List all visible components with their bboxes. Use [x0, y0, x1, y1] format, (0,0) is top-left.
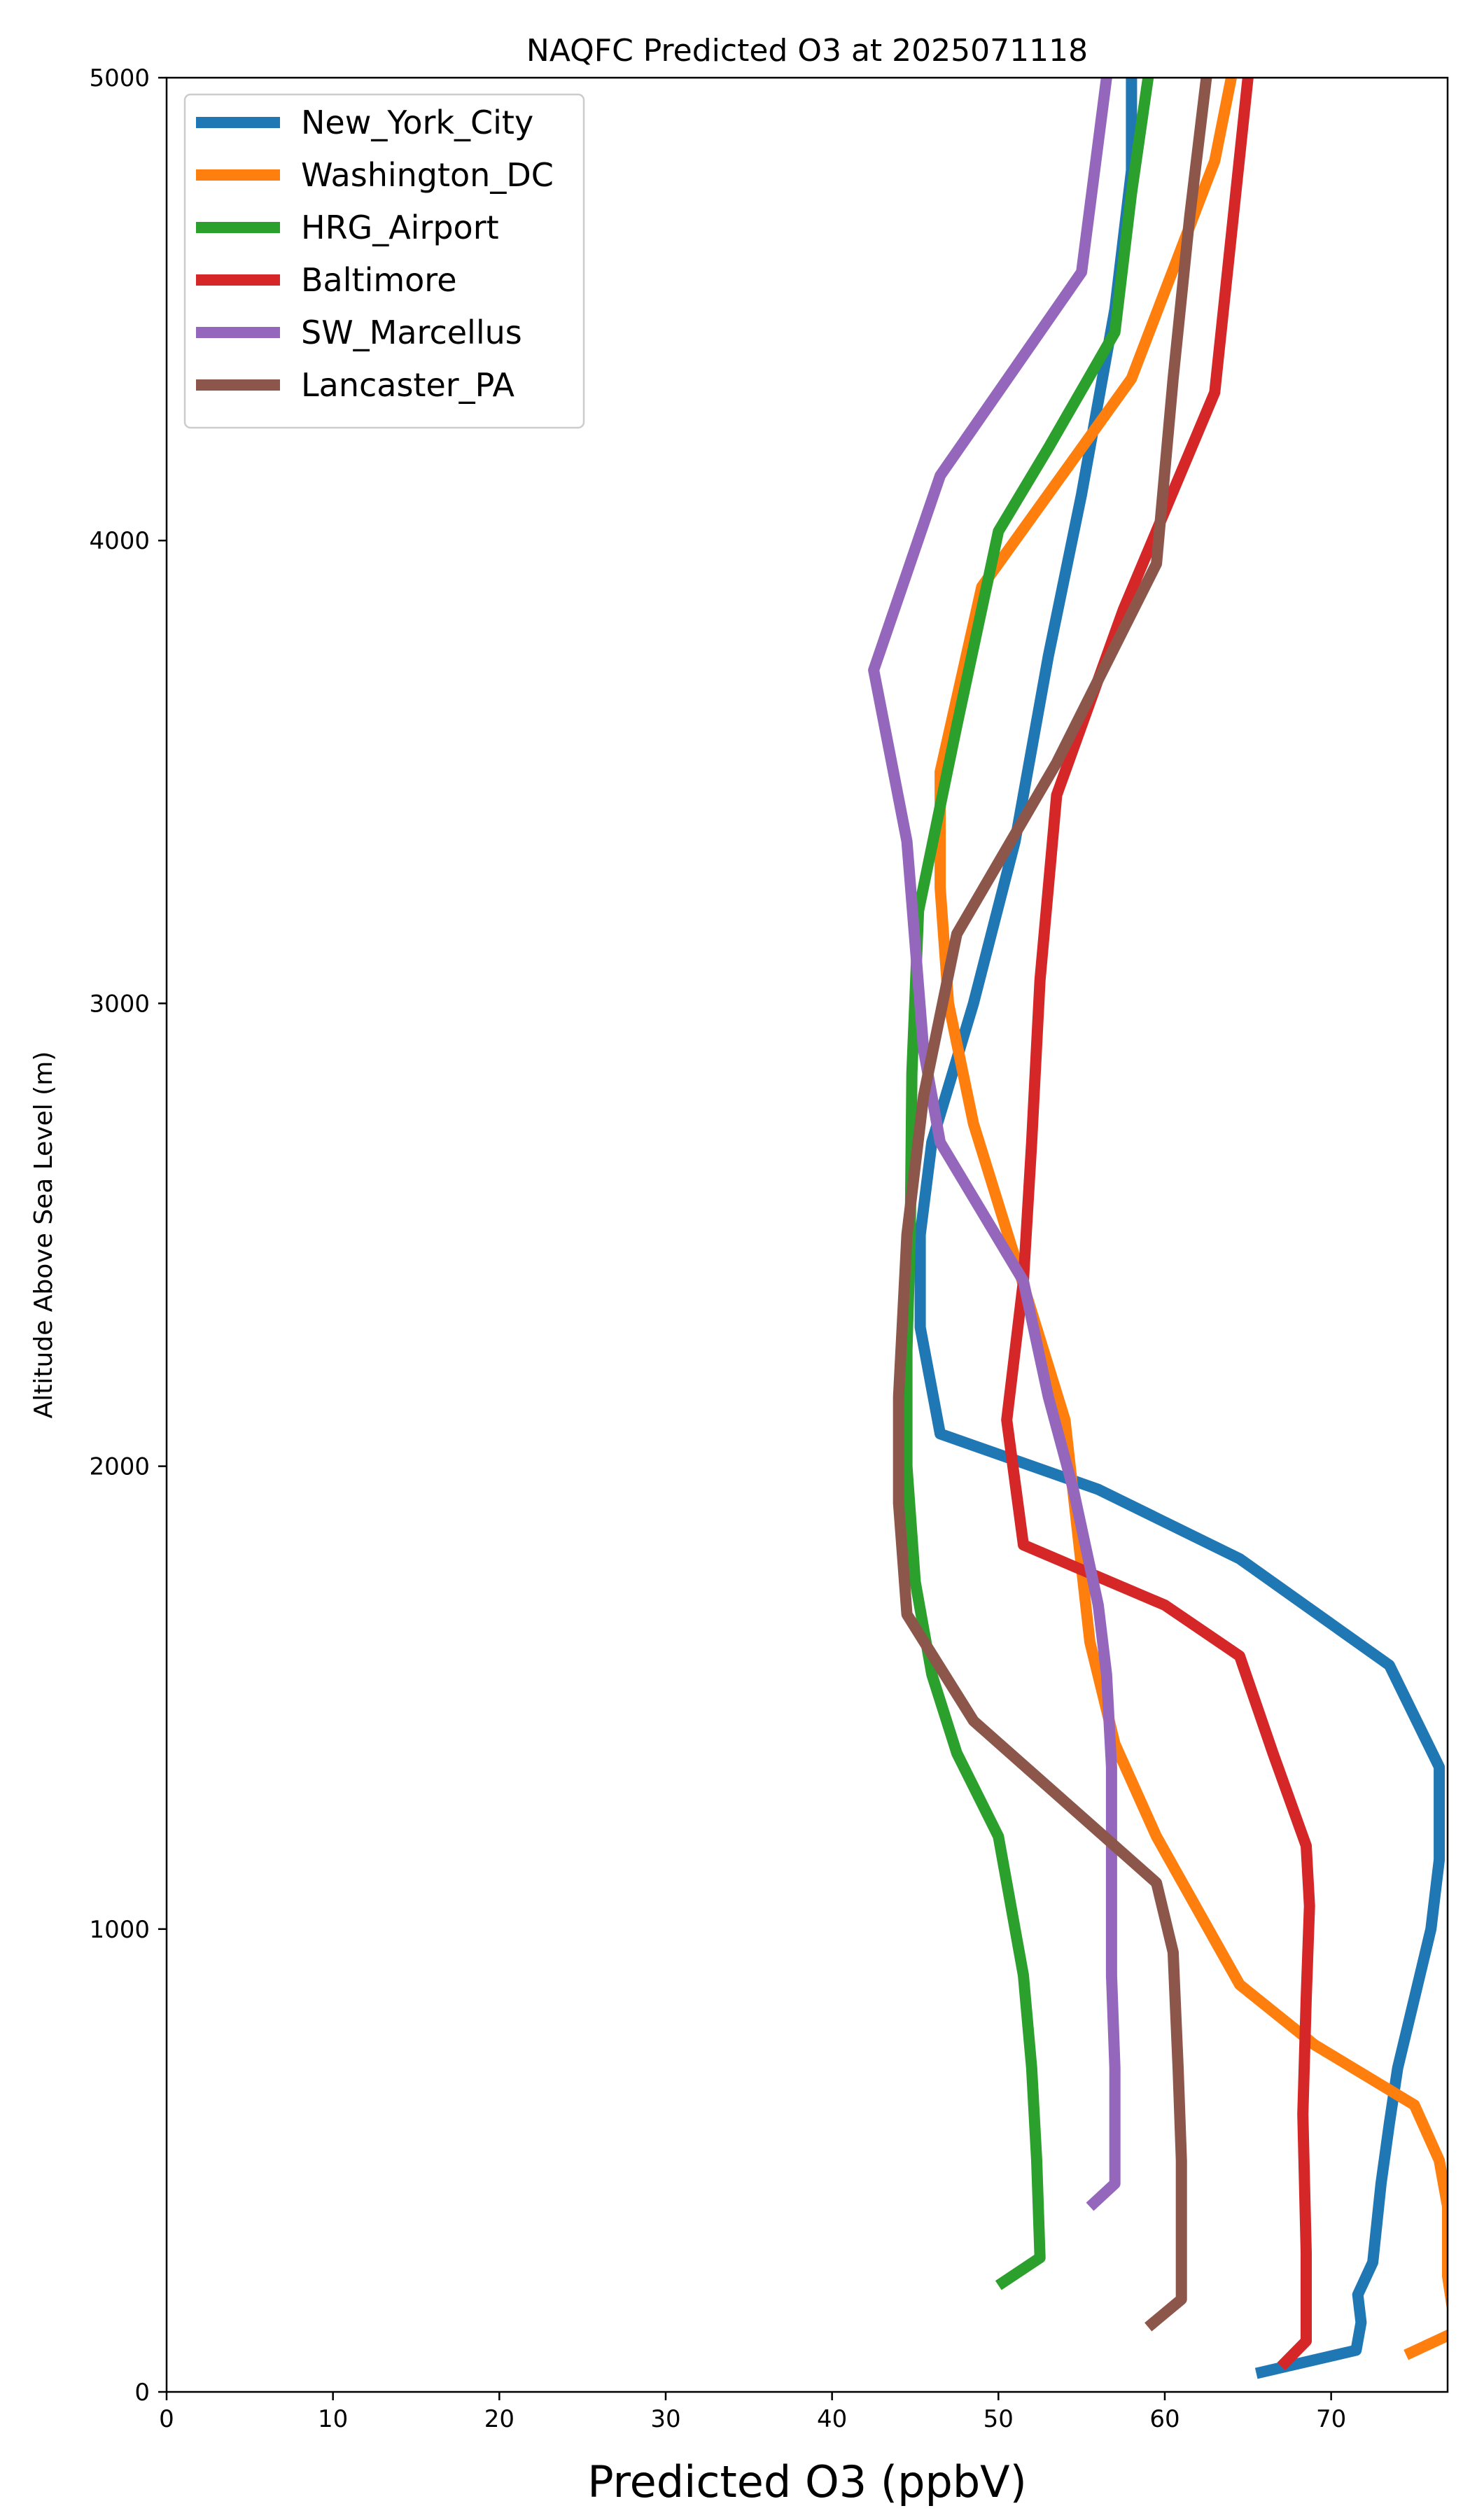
legend-label: HRG_Airport: [301, 209, 499, 246]
series-line-new-york-city: [914, 78, 1446, 2379]
x-tick-label: 30: [650, 2405, 680, 2433]
x-tick-label: 40: [817, 2405, 847, 2433]
y-axis: 0 1000 2000 3000 4000 5000: [89, 64, 167, 2407]
y-tick-label: 4000: [89, 527, 150, 555]
series-line-hrg-airport: [901, 78, 1154, 2290]
series-line-sw-marcellus: [868, 78, 1121, 2211]
y-tick-label: 2000: [89, 1453, 150, 1481]
plot-frame: [165, 76, 1449, 2393]
y-tick-label: 3000: [89, 990, 150, 1018]
x-tick-label: 10: [318, 2405, 348, 2433]
series-line-lancaster-pa: [892, 78, 1212, 2332]
x-tick-label: 0: [159, 2405, 174, 2433]
legend-label: New_York_City: [301, 104, 533, 141]
legend-label: Baltimore: [301, 261, 457, 299]
legend-label: Washington_DC: [301, 156, 554, 194]
x-axis: 0 10 20 30 40 50 60 70: [159, 2392, 1346, 2433]
y-tick-label: 1000: [89, 1916, 150, 1944]
series-layer: [868, 78, 1448, 2379]
x-tick-label: 60: [1149, 2405, 1180, 2433]
x-axis-label: Predicted O3 (ppbV): [587, 2456, 1027, 2507]
x-tick-label: 50: [983, 2405, 1014, 2433]
chart-title: NAQFC Predicted O3 at 2025071118: [526, 33, 1088, 69]
x-tick-label: 20: [484, 2405, 514, 2433]
legend: New_York_City Washington_DC HRG_Airport Bal…: [183, 93, 585, 429]
legend-label: Lancaster_PA: [301, 366, 514, 404]
y-axis-label: Altitude Above Sea Level (m): [29, 1051, 58, 1419]
series-line-baltimore: [1001, 78, 1315, 2371]
y-tick-label: 5000: [89, 64, 150, 92]
x-tick-label: 70: [1316, 2405, 1346, 2433]
y-tick-label: 0: [134, 2379, 150, 2407]
legend-box: [183, 93, 585, 429]
legend-label: SW_Marcellus: [301, 314, 522, 351]
